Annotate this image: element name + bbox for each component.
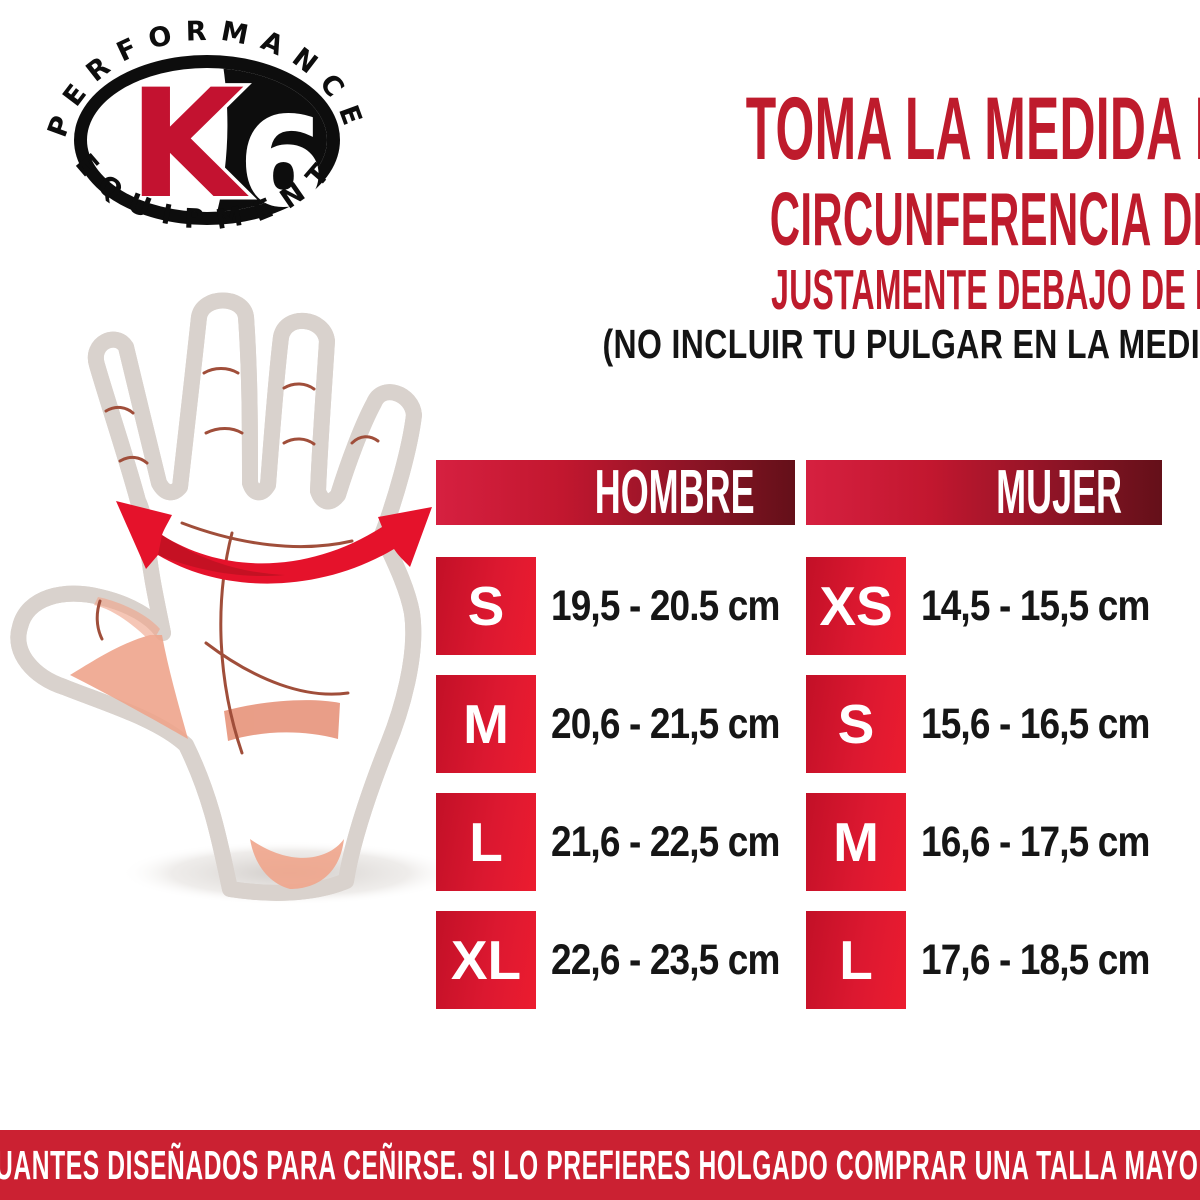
hand-shading [70, 597, 344, 889]
size-badge: L [436, 793, 536, 891]
title-line-3: JUSTAMENTE DEBAJO DE LOS NUDILLOS [771, 258, 1200, 322]
footer-text: GUANTES DISEÑADOS PARA CEÑIRSE. SI LO PR… [0, 1141, 1200, 1188]
hand-circumference-icon [0, 283, 460, 905]
logo-letter-k: K [128, 58, 249, 232]
size-range: 20,6 - 21,5 cm [551, 699, 780, 748]
k6-logo-icon: K 6 PERFORMANCE EQUIPMENT [42, 16, 359, 236]
table-hombre: HOMBRE S 19,5 - 20.5 cm M 20,6 - 21,5 cm… [436, 460, 795, 1020]
table-row: L 17,6 - 18,5 cm [806, 911, 1162, 1009]
hand-creases [95, 367, 380, 755]
measure-arrow-icon [116, 501, 432, 584]
size-range: 21,6 - 22,5 cm [551, 817, 780, 866]
size-range: 15,6 - 16,5 cm [921, 699, 1150, 748]
size-range: 16,6 - 17,5 cm [921, 817, 1150, 866]
table-row: L 21,6 - 22,5 cm [436, 793, 795, 891]
logo-digit-6: 6 [240, 94, 324, 233]
size-badge: S [436, 557, 536, 655]
title-note: (NO INCLUIR TU PULGAR EN LA MEDIDA) [602, 321, 1200, 367]
size-badge: XS [806, 557, 906, 655]
size-badge: S [806, 675, 906, 773]
footer-banner: GUANTES DISEÑADOS PARA CEÑIRSE. SI LO PR… [0, 1130, 1200, 1200]
title-line-2: CIRCUNFERENCIA DE TU MANO [769, 177, 1200, 261]
size-badge: M [806, 793, 906, 891]
size-badge: XL [436, 911, 536, 1009]
size-range: 19,5 - 20.5 cm [551, 581, 780, 630]
size-range: 22,6 - 23,5 cm [551, 935, 780, 984]
table-hombre-header: HOMBRE [436, 460, 795, 525]
size-range: 14,5 - 15,5 cm [921, 581, 1150, 630]
k6-logo: K 6 PERFORMANCE EQUIPMENT [42, 8, 372, 268]
table-row: XL 22,6 - 23,5 cm [436, 911, 795, 1009]
table-row: S 19,5 - 20.5 cm [436, 557, 795, 655]
title-line-1: TOMA LA MEDIDA DE LA [745, 78, 1200, 178]
table-mujer: MUJER XS 14,5 - 15,5 cm S 15,6 - 16,5 cm… [806, 460, 1162, 1020]
table-mujer-header: MUJER [806, 460, 1162, 525]
table-row: S 15,6 - 16,5 cm [806, 675, 1162, 773]
table-row: XS 14,5 - 15,5 cm [806, 557, 1162, 655]
size-badge: M [436, 675, 536, 773]
size-range: 17,6 - 18,5 cm [921, 935, 1150, 984]
size-badge: L [806, 911, 906, 1009]
hand-shape [18, 301, 414, 893]
table-row: M 16,6 - 17,5 cm [806, 793, 1162, 891]
table-row: M 20,6 - 21,5 cm [436, 675, 795, 773]
